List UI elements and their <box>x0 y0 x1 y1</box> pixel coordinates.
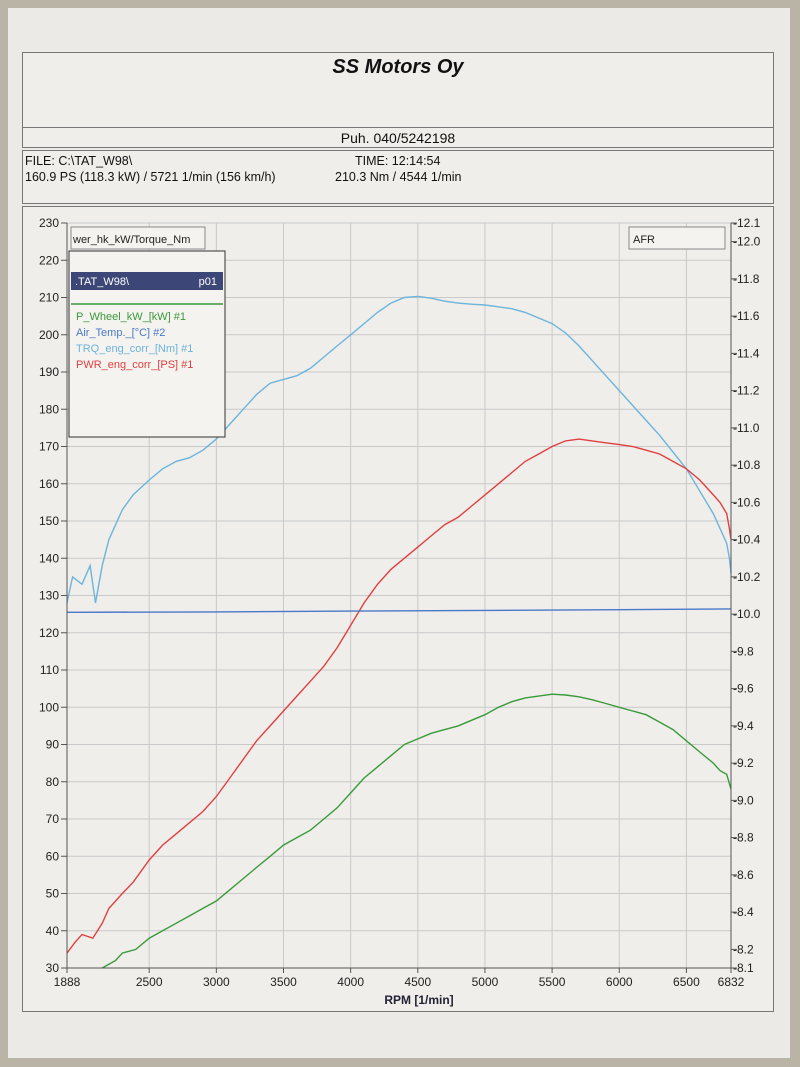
y-left-tick-label: 30 <box>46 961 60 975</box>
y-left-tick-label: 90 <box>46 738 60 752</box>
company-title: SS Motors Oy <box>332 56 464 78</box>
y-left-tick-label: 70 <box>46 812 60 826</box>
y-right-tick-label: -10.0 <box>733 607 761 621</box>
dyno-chart: 30 40 50 60 70 80 90 100 110 120 130 140 150 160 170 18… <box>39 216 761 1007</box>
y-left-tick-label: 200 <box>39 328 59 342</box>
y-left-tick-label: 190 <box>39 365 59 379</box>
y-right-tick-label: -11.0 <box>733 421 760 435</box>
y-left-tick-label: 120 <box>39 626 59 640</box>
legend-entry: PWR_eng_corr_[PS] #1 <box>76 359 193 371</box>
legend-file-name: .TAT_W98\ <box>75 276 130 288</box>
y-right-tick-label: -10.6 <box>733 495 761 509</box>
y-right-tick-label: -8.1 <box>733 961 754 975</box>
x-tick-label: 3000 <box>203 975 230 989</box>
legend-file-header <box>71 272 223 290</box>
right-axis-box-label: AFR <box>633 234 655 246</box>
y-left-tick-label: 210 <box>39 291 59 305</box>
y-left-tick-label: 40 <box>46 924 60 938</box>
y-left-tick-label: 100 <box>39 700 59 714</box>
y-left-tick-label: 130 <box>39 589 59 603</box>
y-right-tick-label: -8.6 <box>733 868 754 882</box>
y-left-tick-label: 230 <box>39 216 59 230</box>
y-right-tick-label: -12.1 <box>733 216 761 230</box>
run-info-box: FILE: C:\TAT_W98\ TIME: 12:14:54 160.9 P… <box>22 150 774 204</box>
y-right-tick-label: -10.8 <box>733 458 761 472</box>
y-left-tick-label: 160 <box>39 477 59 491</box>
x-tick-label: 6832 <box>718 975 745 989</box>
y-right-tick-label: -10.2 <box>733 570 761 584</box>
y-right-tick-label: -11.2 <box>733 384 760 398</box>
series-line-trq-eng-corr-nm-1 <box>66 295 732 604</box>
y-right-tick-label: -9.4 <box>733 719 754 733</box>
file-path: FILE: C:\TAT_W98\ <box>25 154 133 168</box>
y-right-tick-label: -12.0 <box>733 235 761 249</box>
y-right-tick-label: -9.8 <box>733 644 754 658</box>
legend-run-id: p01 <box>199 276 217 288</box>
y-right-tick-label: -9.2 <box>733 756 754 770</box>
series-line-pwr-eng-corr-ps-1 <box>66 438 732 954</box>
x-tick-label: 6500 <box>673 975 700 989</box>
right-axis-box <box>628 226 726 250</box>
series-line-p-wheel-kw-kw-1 <box>101 693 732 969</box>
y-right-tick-label: -8.8 <box>733 831 754 845</box>
max-power-summary: 160.9 PS (118.3 kW) / 5721 1/min (156 km… <box>25 170 276 184</box>
legend-entry: Air_Temp._[°C] #2 <box>76 327 165 339</box>
max-torque-summary: 210.3 Nm / 4544 1/min <box>335 170 462 184</box>
left-axis-box <box>70 226 206 250</box>
y-left-tick-label: 140 <box>39 551 59 565</box>
y-right-tick-label: -11.6 <box>733 309 760 323</box>
y-left-tick-label: 50 <box>46 887 60 901</box>
run-time: TIME: 12:14:54 <box>355 154 441 168</box>
y-right-tick-label: -10.4 <box>733 533 761 547</box>
series-line-air-temp-c-2 <box>66 608 732 613</box>
phone-number: Puh. 040/5242198 <box>23 127 773 149</box>
y-left-tick-label: 60 <box>46 849 60 863</box>
y-right-tick-label: -9.0 <box>733 793 754 807</box>
header-box: SS Motors Oy Puh. 040/5242198 <box>22 52 774 148</box>
legend-entry: TRQ_eng_corr_[Nm] #1 <box>76 343 193 355</box>
x-tick-label: 4000 <box>337 975 364 989</box>
x-tick-label: 6000 <box>606 975 633 989</box>
y-left-tick-label: 80 <box>46 775 60 789</box>
y-right-tick-label: -11.8 <box>733 272 760 286</box>
x-tick-label: 1888 <box>54 975 81 989</box>
y-right-tick-label: -11.4 <box>733 346 760 360</box>
y-left-tick-label: 220 <box>39 253 59 267</box>
y-left-tick-label: 180 <box>39 402 59 416</box>
x-tick-label: 3500 <box>270 975 297 989</box>
x-axis-label: RPM [1/min] <box>384 993 453 1007</box>
left-axis-box-label: wer_hk_kW/Torque_Nm <box>72 234 190 246</box>
x-tick-label: 4500 <box>404 975 431 989</box>
y-right-tick-label: -8.4 <box>733 905 754 919</box>
y-right-tick-label: -8.2 <box>733 942 754 956</box>
legend-entry: P_Wheel_kW_[kW] #1 <box>76 311 186 323</box>
y-left-tick-label: 150 <box>39 514 59 528</box>
y-left-tick-label: 170 <box>39 440 59 454</box>
dyno-chart-frame: 30 40 50 60 70 80 90 100 110 120 130 140 150 160 170 18… <box>22 206 774 1012</box>
x-tick-label: 5000 <box>472 975 499 989</box>
y-right-tick-label: -9.6 <box>733 682 754 696</box>
y-left-tick-label: 110 <box>40 663 59 677</box>
x-tick-label: 2500 <box>136 975 163 989</box>
x-tick-label: 5500 <box>539 975 566 989</box>
